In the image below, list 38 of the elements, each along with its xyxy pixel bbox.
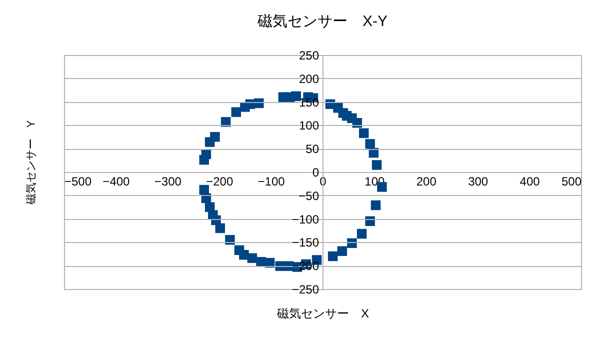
- point: [210, 132, 220, 142]
- y-tick-label: 50: [306, 142, 320, 156]
- point: [234, 245, 244, 256]
- x-tick-label: −300: [154, 174, 182, 188]
- point: [337, 246, 348, 256]
- x-tick-label: 400: [520, 174, 540, 188]
- y-tick-label: 200: [298, 72, 320, 86]
- x-tick-label: −500: [64, 174, 92, 188]
- x-tick-label: −400: [102, 174, 130, 188]
- y-tick-label: −50: [298, 188, 320, 203]
- point: [231, 107, 242, 117]
- point: [275, 261, 285, 271]
- point: [291, 91, 302, 102]
- y-tick-label: −250: [292, 282, 320, 296]
- point: [356, 228, 367, 239]
- point: [365, 139, 375, 149]
- point: [372, 160, 382, 170]
- point: [201, 149, 212, 160]
- point: [204, 202, 215, 212]
- x-tick-label: −200: [206, 174, 234, 188]
- y-tick-label: 0: [312, 166, 320, 180]
- point: [220, 117, 231, 127]
- y-tick-label: −100: [292, 212, 320, 226]
- point: [358, 128, 369, 138]
- point: [370, 200, 381, 210]
- y-tick-label: 100: [298, 118, 320, 133]
- chart-title: 磁気センサー X-Y: [256, 13, 388, 30]
- point: [199, 184, 209, 195]
- x-tick-label: 200: [416, 174, 437, 188]
- point: [247, 253, 258, 263]
- y-tick-label: −150: [292, 236, 320, 250]
- x-tick-label: 500: [561, 174, 582, 188]
- x-tick-label: 300: [468, 174, 488, 188]
- y-tick-label: 250: [298, 48, 320, 62]
- point: [328, 251, 338, 262]
- y-axis-title: 磁気センサー Y: [26, 120, 38, 206]
- x-axis-title: 磁気センサー X: [276, 306, 370, 320]
- x-tick-label: −100: [258, 174, 286, 188]
